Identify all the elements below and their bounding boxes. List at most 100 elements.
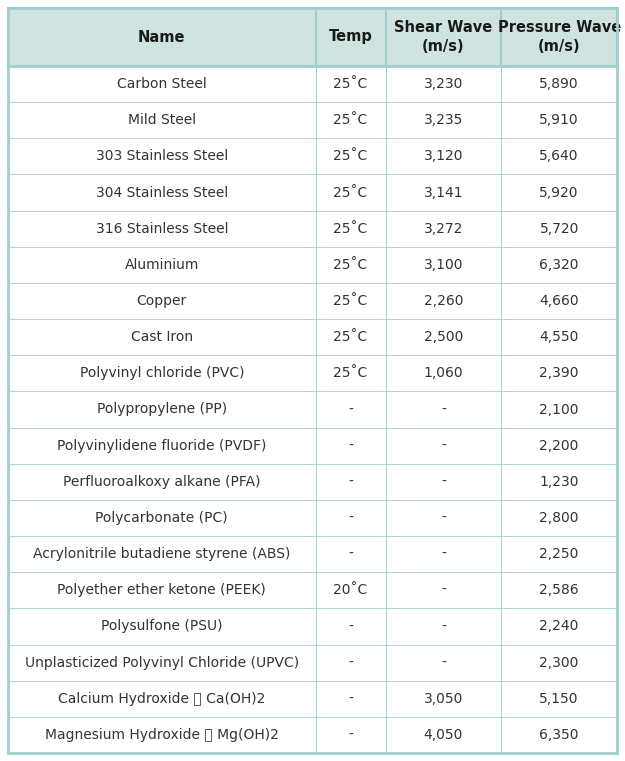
Text: -: -	[348, 656, 353, 670]
FancyBboxPatch shape	[8, 500, 617, 536]
Text: Polyvinylidene fluoride (PVDF): Polyvinylidene fluoride (PVDF)	[57, 438, 266, 453]
FancyBboxPatch shape	[8, 319, 617, 355]
FancyBboxPatch shape	[8, 645, 617, 680]
Text: 25˚C: 25˚C	[334, 258, 367, 272]
Text: Perfluoroalkoxy alkane (PFA): Perfluoroalkoxy alkane (PFA)	[63, 475, 261, 489]
Text: 2,500: 2,500	[424, 330, 463, 344]
Text: 303 Stainless Steel: 303 Stainless Steel	[96, 149, 228, 164]
Text: 5,150: 5,150	[539, 692, 579, 705]
Text: 3,100: 3,100	[424, 258, 463, 272]
FancyBboxPatch shape	[8, 355, 617, 391]
Text: Temp: Temp	[329, 30, 372, 44]
FancyBboxPatch shape	[8, 247, 617, 283]
Text: -: -	[441, 547, 446, 561]
Text: -: -	[441, 403, 446, 416]
FancyBboxPatch shape	[8, 572, 617, 608]
Text: 3,235: 3,235	[424, 113, 463, 127]
Text: Acrylonitrile butadiene styrene (ABS): Acrylonitrile butadiene styrene (ABS)	[33, 547, 291, 561]
Text: 2,800: 2,800	[539, 511, 579, 525]
Text: 4,550: 4,550	[539, 330, 579, 344]
Text: 3,272: 3,272	[424, 221, 463, 236]
Text: Calcium Hydroxide 、 Ca(OH)2: Calcium Hydroxide 、 Ca(OH)2	[58, 692, 266, 705]
Text: 6,350: 6,350	[539, 728, 579, 742]
FancyBboxPatch shape	[8, 608, 617, 645]
Text: -: -	[348, 547, 353, 561]
Text: Polyether ether ketone (PEEK): Polyether ether ketone (PEEK)	[58, 583, 266, 597]
Text: 5,920: 5,920	[539, 186, 579, 199]
Text: 25˚C: 25˚C	[334, 149, 367, 164]
Text: Polyvinyl chloride (PVC): Polyvinyl chloride (PVC)	[79, 366, 244, 380]
Text: 2,240: 2,240	[539, 619, 579, 633]
Text: 2,250: 2,250	[539, 547, 579, 561]
Text: 5,910: 5,910	[539, 113, 579, 127]
Text: Polysulfone (PSU): Polysulfone (PSU)	[101, 619, 222, 633]
Text: -: -	[348, 511, 353, 525]
Text: -: -	[441, 583, 446, 597]
FancyBboxPatch shape	[8, 391, 617, 428]
Text: Aluminium: Aluminium	[124, 258, 199, 272]
FancyBboxPatch shape	[8, 536, 617, 572]
Text: -: -	[441, 619, 446, 633]
Text: -: -	[441, 475, 446, 489]
Text: Magnesium Hydroxide 、 Mg(OH)2: Magnesium Hydroxide 、 Mg(OH)2	[45, 728, 279, 742]
FancyBboxPatch shape	[8, 66, 617, 102]
Text: Unplasticized Polyvinyl Chloride (UPVC): Unplasticized Polyvinyl Chloride (UPVC)	[25, 656, 299, 670]
Text: 2,100: 2,100	[539, 403, 579, 416]
FancyBboxPatch shape	[8, 174, 617, 211]
Text: Cast Iron: Cast Iron	[131, 330, 193, 344]
Text: -: -	[441, 438, 446, 453]
Text: -: -	[441, 511, 446, 525]
Text: 25˚C: 25˚C	[334, 77, 367, 91]
Text: -: -	[348, 619, 353, 633]
Text: -: -	[348, 475, 353, 489]
Text: 25˚C: 25˚C	[334, 113, 367, 127]
FancyBboxPatch shape	[8, 680, 617, 717]
Text: 3,120: 3,120	[424, 149, 463, 164]
Text: -: -	[348, 438, 353, 453]
Text: 2,390: 2,390	[539, 366, 579, 380]
Text: 3,050: 3,050	[424, 692, 463, 705]
Text: Copper: Copper	[137, 294, 187, 308]
FancyBboxPatch shape	[8, 428, 617, 463]
Text: -: -	[348, 728, 353, 742]
FancyBboxPatch shape	[8, 211, 617, 247]
Text: 5,890: 5,890	[539, 77, 579, 91]
Text: 20˚C: 20˚C	[334, 583, 367, 597]
FancyBboxPatch shape	[8, 717, 617, 753]
Text: Shear Wave
(m/s): Shear Wave (m/s)	[394, 21, 492, 54]
Text: 4,660: 4,660	[539, 294, 579, 308]
Text: 25˚C: 25˚C	[334, 221, 367, 236]
Text: 6,320: 6,320	[539, 258, 579, 272]
Text: 2,200: 2,200	[539, 438, 579, 453]
Text: 316 Stainless Steel: 316 Stainless Steel	[96, 221, 228, 236]
Text: Polypropylene (PP): Polypropylene (PP)	[97, 403, 227, 416]
Text: 2,586: 2,586	[539, 583, 579, 597]
FancyBboxPatch shape	[8, 102, 617, 139]
Text: -: -	[348, 692, 353, 705]
Text: Mild Steel: Mild Steel	[127, 113, 196, 127]
Text: 2,260: 2,260	[424, 294, 463, 308]
FancyBboxPatch shape	[8, 8, 617, 66]
Text: 3,141: 3,141	[424, 186, 463, 199]
Text: 25˚C: 25˚C	[334, 330, 367, 344]
Text: 1,060: 1,060	[424, 366, 463, 380]
FancyBboxPatch shape	[8, 283, 617, 319]
Text: 25˚C: 25˚C	[334, 366, 367, 380]
Text: 4,050: 4,050	[424, 728, 463, 742]
Text: 2,300: 2,300	[539, 656, 579, 670]
Text: Polycarbonate (PC): Polycarbonate (PC)	[96, 511, 228, 525]
Text: 304 Stainless Steel: 304 Stainless Steel	[96, 186, 228, 199]
Text: 25˚C: 25˚C	[334, 186, 367, 199]
Text: 25˚C: 25˚C	[334, 294, 367, 308]
Text: 3,230: 3,230	[424, 77, 463, 91]
Text: Carbon Steel: Carbon Steel	[117, 77, 207, 91]
FancyBboxPatch shape	[8, 463, 617, 500]
FancyBboxPatch shape	[8, 139, 617, 174]
Text: -: -	[441, 656, 446, 670]
Text: 5,720: 5,720	[539, 221, 579, 236]
Text: Name: Name	[138, 30, 186, 44]
Text: -: -	[348, 403, 353, 416]
Text: 5,640: 5,640	[539, 149, 579, 164]
Text: Pressure Wave
(m/s): Pressure Wave (m/s)	[498, 21, 621, 54]
Text: 1,230: 1,230	[539, 475, 579, 489]
